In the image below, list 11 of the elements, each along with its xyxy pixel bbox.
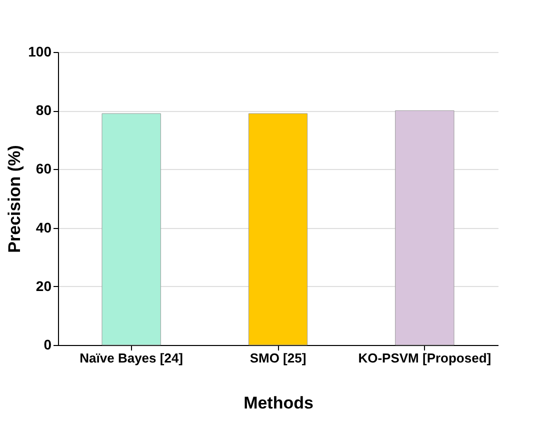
y-tick-label: 20: [36, 278, 52, 294]
y-tick-label: 40: [36, 219, 52, 236]
x-tick-label: KO-PSVM [Proposed]: [358, 350, 492, 366]
y-tick-label: 100: [28, 44, 52, 60]
y-tick-label: 0: [44, 336, 52, 352]
x-tick-label: Naïve Bayes [24]: [80, 350, 184, 366]
x-axis-title: Methods: [244, 394, 314, 412]
y-tick-label: 80: [36, 102, 52, 118]
y-tick-label: 60: [36, 160, 52, 177]
y-axis-title: Precision (%): [5, 145, 24, 253]
x-tick-label: SMO [25]: [250, 350, 306, 366]
